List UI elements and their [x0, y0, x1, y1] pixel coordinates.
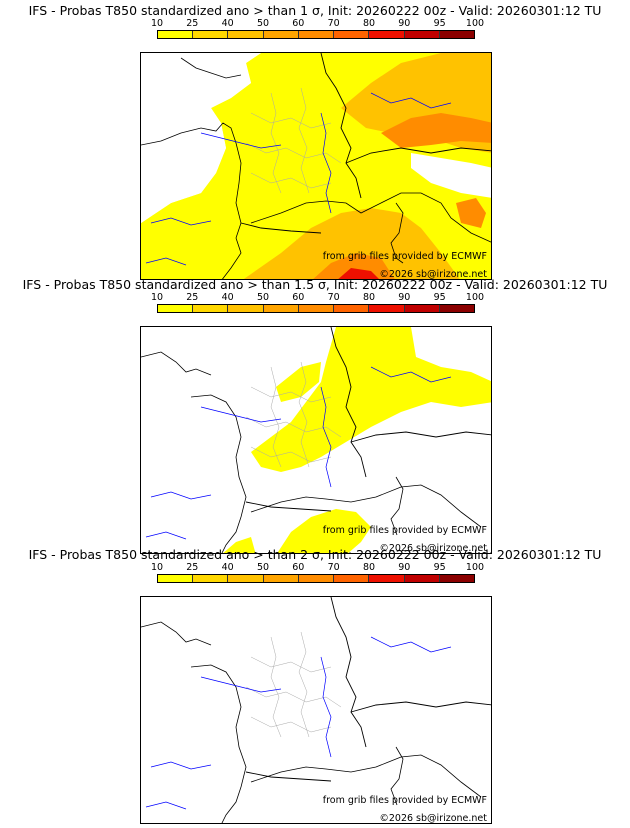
scale-ticks: 10 25 40 50 60 70 80 90 95 100 — [151, 292, 484, 303]
region-boundaries — [245, 631, 342, 738]
scale-tick: 90 — [398, 292, 411, 303]
scale-segment — [439, 575, 474, 582]
map-graphic — [141, 327, 491, 553]
scale-segment — [298, 575, 335, 582]
scale-tick: 40 — [221, 562, 234, 573]
scale-tick: 10 — [150, 292, 164, 303]
scale-bar — [157, 574, 475, 583]
scale-segment — [193, 575, 229, 582]
scale-tick: 50 — [256, 18, 270, 29]
scale-segment — [298, 305, 335, 312]
site-credit: ©2026 sb@irizone.net — [379, 813, 487, 824]
map-graphic — [141, 53, 491, 279]
scale-tick: 80 — [362, 292, 376, 303]
scale-tick: 90 — [398, 562, 411, 573]
scale-segment — [158, 575, 194, 582]
scale-segment — [334, 575, 370, 582]
map-area: from grib files provided by ECMWF ©2026 … — [140, 326, 492, 554]
scale-segment — [228, 575, 264, 582]
scale-tick: 90 — [398, 18, 411, 29]
scale-segment — [369, 305, 405, 312]
probability-color-scale: 10 25 40 50 60 70 80 90 95 100 — [151, 18, 484, 43]
panel-title: IFS - Probas T850 standardized ano > tha… — [28, 547, 602, 562]
scale-tick: 80 — [362, 18, 376, 29]
scale-segment — [228, 305, 264, 312]
scale-tick: 95 — [433, 562, 446, 573]
scale-segment — [334, 31, 370, 38]
scale-segment — [404, 575, 440, 582]
probability-color-scale: 10 25 40 50 60 70 80 90 95 100 — [151, 562, 484, 587]
site-credit: ©2026 sb@irizone.net — [379, 543, 487, 554]
probability-field — [223, 327, 491, 553]
country-boundaries — [245, 597, 491, 782]
rivers — [145, 92, 452, 266]
scale-tick: 100 — [465, 562, 485, 573]
scale-segment — [193, 31, 229, 38]
scale-tick: 70 — [327, 292, 340, 303]
scale-segment — [334, 305, 370, 312]
scale-segment — [298, 31, 335, 38]
rivers — [145, 636, 452, 810]
coastlines — [141, 57, 491, 279]
scale-segment — [369, 575, 405, 582]
scale-segment — [228, 31, 264, 38]
ecmwf-credit: from grib files provided by ECMWF — [322, 525, 487, 536]
scale-segment — [439, 31, 474, 38]
scale-tick: 70 — [327, 562, 340, 573]
map-graphic — [141, 597, 491, 823]
scale-tick: 95 — [433, 18, 446, 29]
low-prob-areas — [141, 53, 491, 223]
map-area: from grib files provided by ECMWF ©2026 … — [140, 52, 492, 280]
rivers — [145, 366, 452, 540]
scale-tick: 50 — [256, 292, 270, 303]
scale-segment — [263, 305, 299, 312]
scale-tick: 60 — [292, 18, 305, 29]
region-boundaries — [245, 361, 342, 468]
country-boundaries — [240, 53, 491, 234]
probability-field — [141, 53, 491, 279]
scale-tick: 60 — [292, 292, 305, 303]
scale-tick: 100 — [465, 18, 485, 29]
map-area: from grib files provided by ECMWF ©2026 … — [140, 596, 492, 824]
scale-tick: 95 — [433, 292, 446, 303]
coastlines — [141, 621, 482, 823]
site-credit: ©2026 sb@irizone.net — [379, 269, 487, 280]
scale-tick: 25 — [186, 18, 199, 29]
scale-segment — [193, 305, 229, 312]
country-boundaries — [245, 327, 491, 512]
ecmwf-credit: from grib files provided by ECMWF — [322, 795, 487, 806]
scale-tick: 70 — [327, 18, 340, 29]
scale-tick: 80 — [362, 562, 376, 573]
scale-tick: 25 — [186, 562, 199, 573]
scale-segment — [439, 305, 474, 312]
region-boundaries — [245, 87, 342, 194]
scale-segment — [404, 31, 440, 38]
scale-ticks: 10 25 40 50 60 70 80 90 95 100 — [151, 18, 484, 29]
scale-segment — [404, 305, 440, 312]
panel-title: IFS - Probas T850 standardized ano > tha… — [28, 3, 602, 18]
map-panel-1: IFS - Probas T850 standardized ano > tha… — [0, 4, 630, 280]
scale-tick: 10 — [150, 18, 164, 29]
scale-tick: 10 — [150, 562, 164, 573]
scale-tick: 40 — [221, 18, 234, 29]
scale-tick: 100 — [465, 292, 485, 303]
scale-segment — [158, 305, 194, 312]
coastlines — [141, 351, 482, 553]
scale-segment — [369, 31, 405, 38]
map-panel-3: IFS - Probas T850 standardized ano > tha… — [0, 548, 630, 824]
scale-ticks: 10 25 40 50 60 70 80 90 95 100 — [151, 562, 484, 573]
scale-segment — [263, 575, 299, 582]
scale-bar — [157, 304, 475, 313]
ecmwf-credit: from grib files provided by ECMWF — [322, 251, 487, 262]
scale-segment — [263, 31, 299, 38]
scale-segment — [158, 31, 194, 38]
panel-title: IFS - Probas T850 standardized ano > tha… — [22, 277, 608, 292]
scale-tick: 25 — [186, 292, 199, 303]
scale-tick: 50 — [256, 562, 270, 573]
scale-tick: 40 — [221, 292, 234, 303]
scale-tick: 60 — [292, 562, 305, 573]
scale-bar — [157, 30, 475, 39]
probability-color-scale: 10 25 40 50 60 70 80 90 95 100 — [151, 292, 484, 317]
map-panel-2: IFS - Probas T850 standardized ano > tha… — [0, 278, 630, 554]
